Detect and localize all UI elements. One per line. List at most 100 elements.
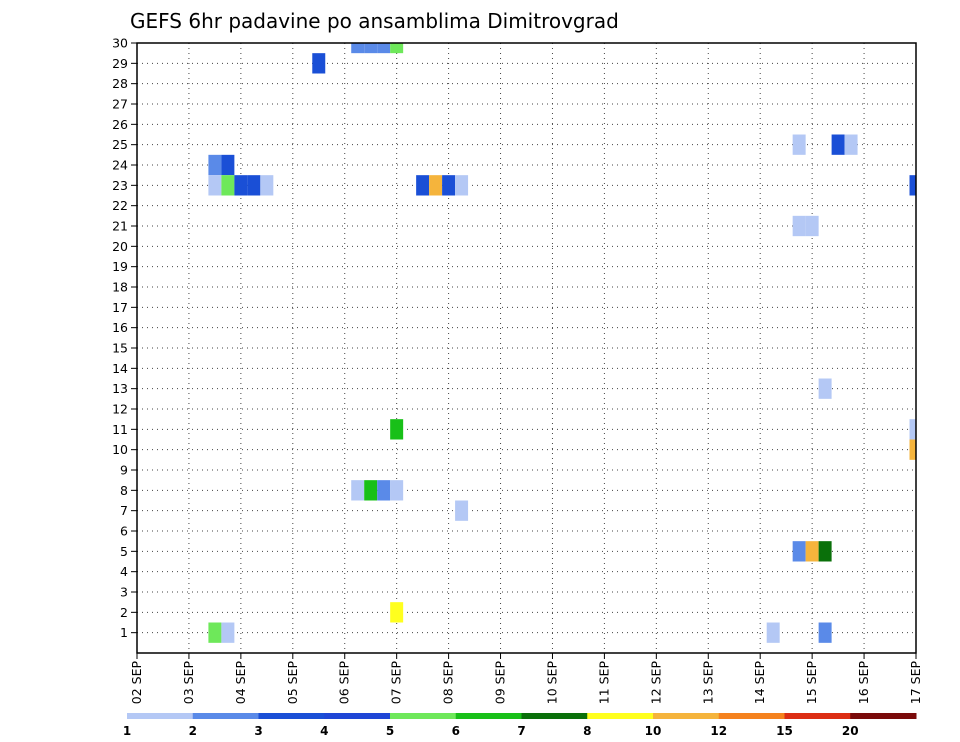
colorbar-swatch: [192, 713, 259, 719]
precip-cell: [208, 175, 222, 196]
precip-cell: [208, 154, 222, 176]
precip-cell: [364, 480, 378, 501]
colorbar-label: 5: [386, 724, 394, 738]
x-tick-label: 05 SEP: [285, 661, 300, 705]
precip-cell: [234, 175, 248, 196]
precip-cell: [351, 43, 365, 54]
colorbar-label: 3: [254, 724, 262, 738]
x-tick-label: 10 SEP: [544, 661, 559, 705]
y-axis: 1234567891011121314151617181920212223242…: [112, 36, 137, 640]
y-tick-label: 17: [112, 300, 128, 315]
y-tick-label: 18: [112, 280, 128, 295]
y-tick-label: 3: [120, 585, 128, 600]
colorbar-swatch: [127, 713, 194, 719]
precip-cell: [221, 175, 235, 196]
precip-cell: [247, 175, 261, 196]
colorbar-swatch: [324, 713, 391, 719]
y-tick-label: 7: [120, 503, 128, 518]
precip-cell: [818, 541, 832, 562]
precip-cell: [909, 175, 916, 196]
colorbar-label: 10: [645, 724, 662, 738]
precip-cell: [792, 134, 806, 155]
precip-cell: [377, 480, 391, 501]
precip-cell: [844, 134, 858, 155]
x-tick-label: 14 SEP: [752, 661, 767, 705]
y-tick-label: 25: [112, 137, 128, 152]
y-tick-label: 11: [112, 422, 128, 437]
colorbar-label: 12: [710, 724, 727, 738]
precip-cell: [260, 175, 274, 196]
y-tick-label: 15: [112, 341, 128, 356]
precip-cell: [390, 480, 404, 501]
colorbar-label: 2: [189, 724, 197, 738]
colorbar-swatch: [718, 713, 785, 719]
y-tick-label: 12: [112, 402, 128, 417]
precip-cell: [390, 419, 404, 440]
colorbar-swatch: [653, 713, 720, 719]
colorbar-label: 6: [452, 724, 460, 738]
colorbar: 1 2 3 4 5 6 7 8 10 12 15 20: [123, 713, 917, 738]
x-tick-label: 04 SEP: [233, 661, 248, 705]
x-tick-label: 15 SEP: [804, 661, 819, 705]
x-tick-label: 03 SEP: [181, 661, 196, 705]
colorbar-label: 4: [320, 724, 328, 738]
precip-cell: [377, 43, 391, 54]
x-tick-label: 07 SEP: [389, 661, 404, 705]
precip-cell: [818, 378, 832, 399]
precip-cell: [221, 622, 235, 643]
y-tick-label: 6: [120, 524, 128, 539]
colorbar-label: 7: [517, 724, 525, 738]
y-tick-label: 26: [112, 117, 128, 132]
colorbar-label: 1: [123, 724, 131, 738]
precip-cell: [416, 175, 430, 196]
precip-cell: [312, 53, 326, 74]
precip-cell: [805, 541, 819, 562]
y-tick-label: 14: [112, 361, 128, 376]
y-tick-label: 20: [112, 239, 128, 254]
y-tick-label: 16: [112, 320, 128, 335]
y-tick-label: 30: [112, 36, 128, 51]
x-tick-label: 09 SEP: [493, 661, 508, 705]
x-tick-label: 08 SEP: [441, 661, 456, 705]
precip-cell: [364, 43, 378, 54]
y-tick-label: 27: [112, 97, 128, 112]
y-tick-label: 13: [112, 381, 128, 396]
precip-cell: [351, 480, 365, 501]
x-tick-label: 13 SEP: [700, 661, 715, 705]
x-tick-label: 16 SEP: [856, 661, 871, 705]
precip-cell: [429, 175, 443, 196]
precip-cell: [792, 215, 806, 237]
y-tick-label: 8: [120, 483, 128, 498]
precip-cell: [390, 43, 404, 54]
y-tick-label: 5: [120, 544, 128, 559]
x-tick-label: 02 SEP: [129, 661, 144, 705]
precip-cell: [442, 175, 456, 196]
x-tick-label: 11 SEP: [596, 661, 611, 705]
precip-cell: [909, 439, 916, 460]
y-tick-label: 29: [112, 56, 128, 71]
precip-cell: [390, 602, 404, 623]
y-tick-label: 10: [112, 442, 128, 457]
precip-cell: [208, 622, 222, 643]
colorbar-swatch: [784, 713, 851, 719]
y-tick-label: 4: [120, 564, 128, 579]
x-tick-label: 06 SEP: [337, 661, 352, 705]
precip-cell: [455, 500, 469, 521]
x-tick-label: 17 SEP: [908, 661, 923, 705]
x-axis: 02 SEP 03 SEP 04 SEP 05 SEP 06 SEP 07 SEP 08 S…: [129, 653, 923, 704]
y-tick-label: 22: [112, 198, 128, 213]
colorbar-label: 15: [776, 724, 793, 738]
y-tick-label: 23: [112, 178, 128, 193]
precip-cell: [221, 154, 235, 176]
precip-cell: [831, 134, 845, 155]
precip-cell: [455, 175, 469, 196]
precip-cell: [909, 419, 916, 440]
precip-cell: [805, 215, 819, 237]
y-tick-label: 21: [112, 219, 128, 234]
precip-cell: [766, 622, 780, 643]
colorbar-swatch: [258, 713, 325, 719]
colorbar-swatch: [521, 713, 588, 719]
y-tick-label: 9: [120, 463, 128, 478]
colorbar-swatch: [587, 713, 654, 719]
